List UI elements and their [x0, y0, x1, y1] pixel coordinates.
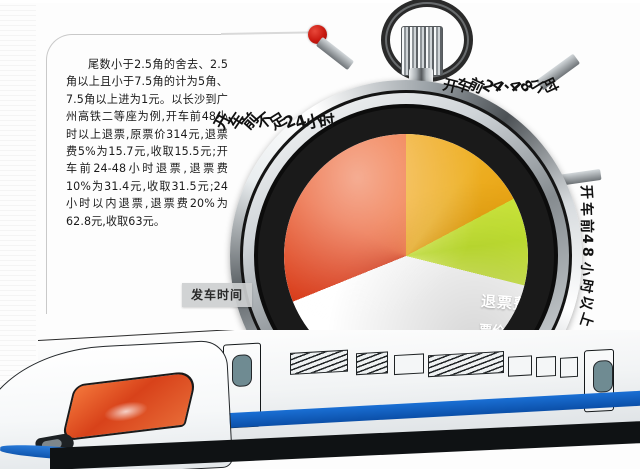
train-window	[536, 356, 556, 378]
c48-1: 开	[577, 184, 595, 200]
callout-box	[46, 34, 222, 314]
c48-2: 车	[577, 201, 595, 217]
train-louver-panel	[356, 351, 388, 376]
c48-5: 8	[578, 246, 596, 258]
c24-9: 时	[318, 111, 337, 132]
c48-3: 前	[578, 219, 594, 233]
stopwatch-pusher-left	[315, 36, 355, 71]
outer-label-under-24h: 开车前不足24小时	[210, 108, 337, 134]
train-windshield	[60, 369, 199, 442]
train-louver-panel	[290, 349, 348, 375]
departure-time-tag: 发车时间	[182, 283, 253, 307]
train-louver-panel	[428, 350, 504, 378]
train-window	[508, 355, 532, 377]
c48-6: 小	[577, 260, 595, 277]
train-window	[560, 356, 578, 378]
callout-paragraph: 尾数小于2.5角的舍去、2.5角以上且小于7.5角的计为5角、7.5角以上进为1…	[66, 58, 228, 228]
stopwatch-crown-icon	[401, 26, 443, 76]
page-top-edge	[0, 0, 640, 3]
train-window	[394, 353, 424, 376]
train-illustration	[0, 330, 640, 469]
outer-label-24-48h: 开车前24-48小时	[441, 75, 562, 98]
c48-7: 时	[576, 277, 596, 295]
